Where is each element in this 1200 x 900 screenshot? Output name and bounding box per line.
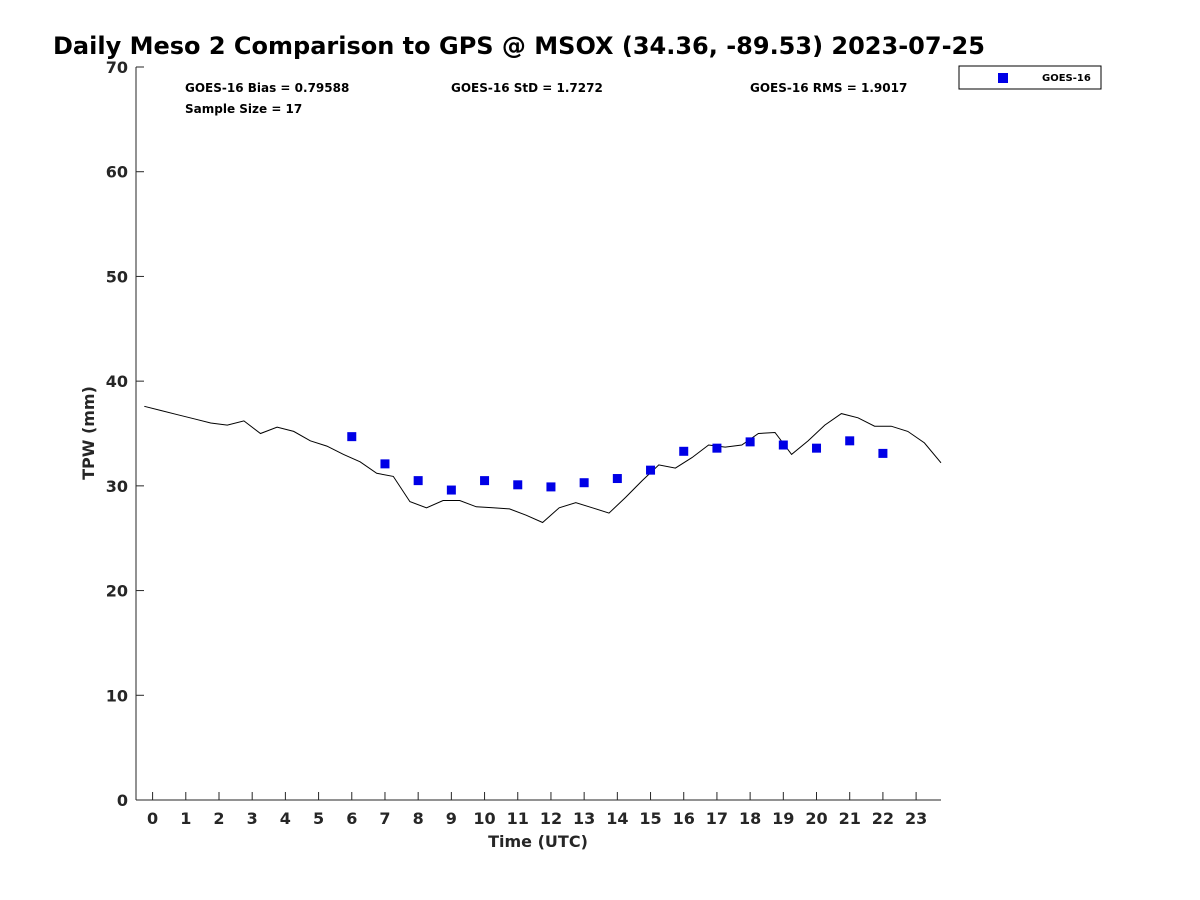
x-tick-label: 9 [446,809,457,828]
axes [135,67,941,801]
rms-stat: GOES-16 RMS = 1.9017 [750,81,907,95]
x-tick-label: 11 [507,809,529,828]
x-tick-label: 6 [346,809,357,828]
bias-stat: GOES-16 Bias = 0.79588 [185,81,349,95]
legend: GOES-16 [958,65,1102,90]
y-tick-label: 40 [106,372,128,391]
std-stat: GOES-16 StD = 1.7272 [451,81,603,95]
x-tick-label: 22 [872,809,894,828]
x-tick-label: 2 [213,809,224,828]
x-axis-ticks: 0 1 2 3 4 5 6 7 8 9 10 11 12 13 14 15 16 17 18 19 20 21 22 23 [147,792,927,828]
goes16-marker-layer [347,432,888,495]
gps-line-layer [144,405,942,524]
goes16-point [579,478,589,488]
gps-tpw-line [144,405,942,524]
x-tick-label: 19 [772,809,794,828]
goes16-point [546,482,556,492]
x-tick-label: 1 [180,809,191,828]
y-tick-label: 20 [106,582,128,601]
x-tick-label: 17 [706,809,728,828]
x-tick-label: 4 [280,809,291,828]
goes16-point [845,436,855,446]
goes16-point [745,437,755,447]
goes16-point [646,465,656,475]
y-axis-label: TPW (mm) [79,386,98,480]
legend-marker [998,73,1008,83]
y-tick-label: 50 [106,267,128,286]
goes16-point [513,480,523,490]
x-tick-label: 16 [673,809,695,828]
x-tick-label: 5 [313,809,324,828]
goes16-point [612,474,622,484]
x-tick-label: 8 [413,809,424,828]
goes16-point [878,448,888,458]
goes16-point [380,459,390,469]
x-axis-label: Time (UTC) [488,832,588,851]
x-tick-label: 7 [379,809,390,828]
y-tick-label: 0 [117,791,128,810]
goes16-point [712,443,722,453]
goes16-point [778,440,788,450]
legend-label: GOES-16 [1042,73,1091,84]
y-axis-ticks: 0 10 20 30 40 50 60 70 [106,58,144,810]
sample-size-stat: Sample Size = 17 [185,102,302,116]
x-tick-label: 10 [473,809,495,828]
x-tick-label: 21 [839,809,861,828]
x-tick-label: 13 [573,809,595,828]
y-tick-label: 30 [106,477,128,496]
goes16-point [812,443,822,453]
chart-title: Daily Meso 2 Comparison to GPS @ MSOX (3… [53,32,985,60]
x-tick-label: 20 [805,809,827,828]
legend-box [958,65,1102,90]
y-tick-label: 60 [106,163,128,182]
y-tick-label: 10 [106,686,128,705]
x-tick-label: 18 [739,809,761,828]
x-tick-label: 14 [606,809,628,828]
goes16-point [480,476,490,486]
x-tick-label: 12 [540,809,562,828]
x-tick-label: 3 [247,809,258,828]
goes16-point [347,432,357,442]
y-tick-label: 70 [106,58,128,77]
x-tick-label: 23 [905,809,927,828]
goes16-point [413,476,423,486]
x-tick-label: 0 [147,809,158,828]
goes16-point [446,485,456,495]
goes16-point [679,446,689,456]
x-tick-label: 15 [639,809,661,828]
